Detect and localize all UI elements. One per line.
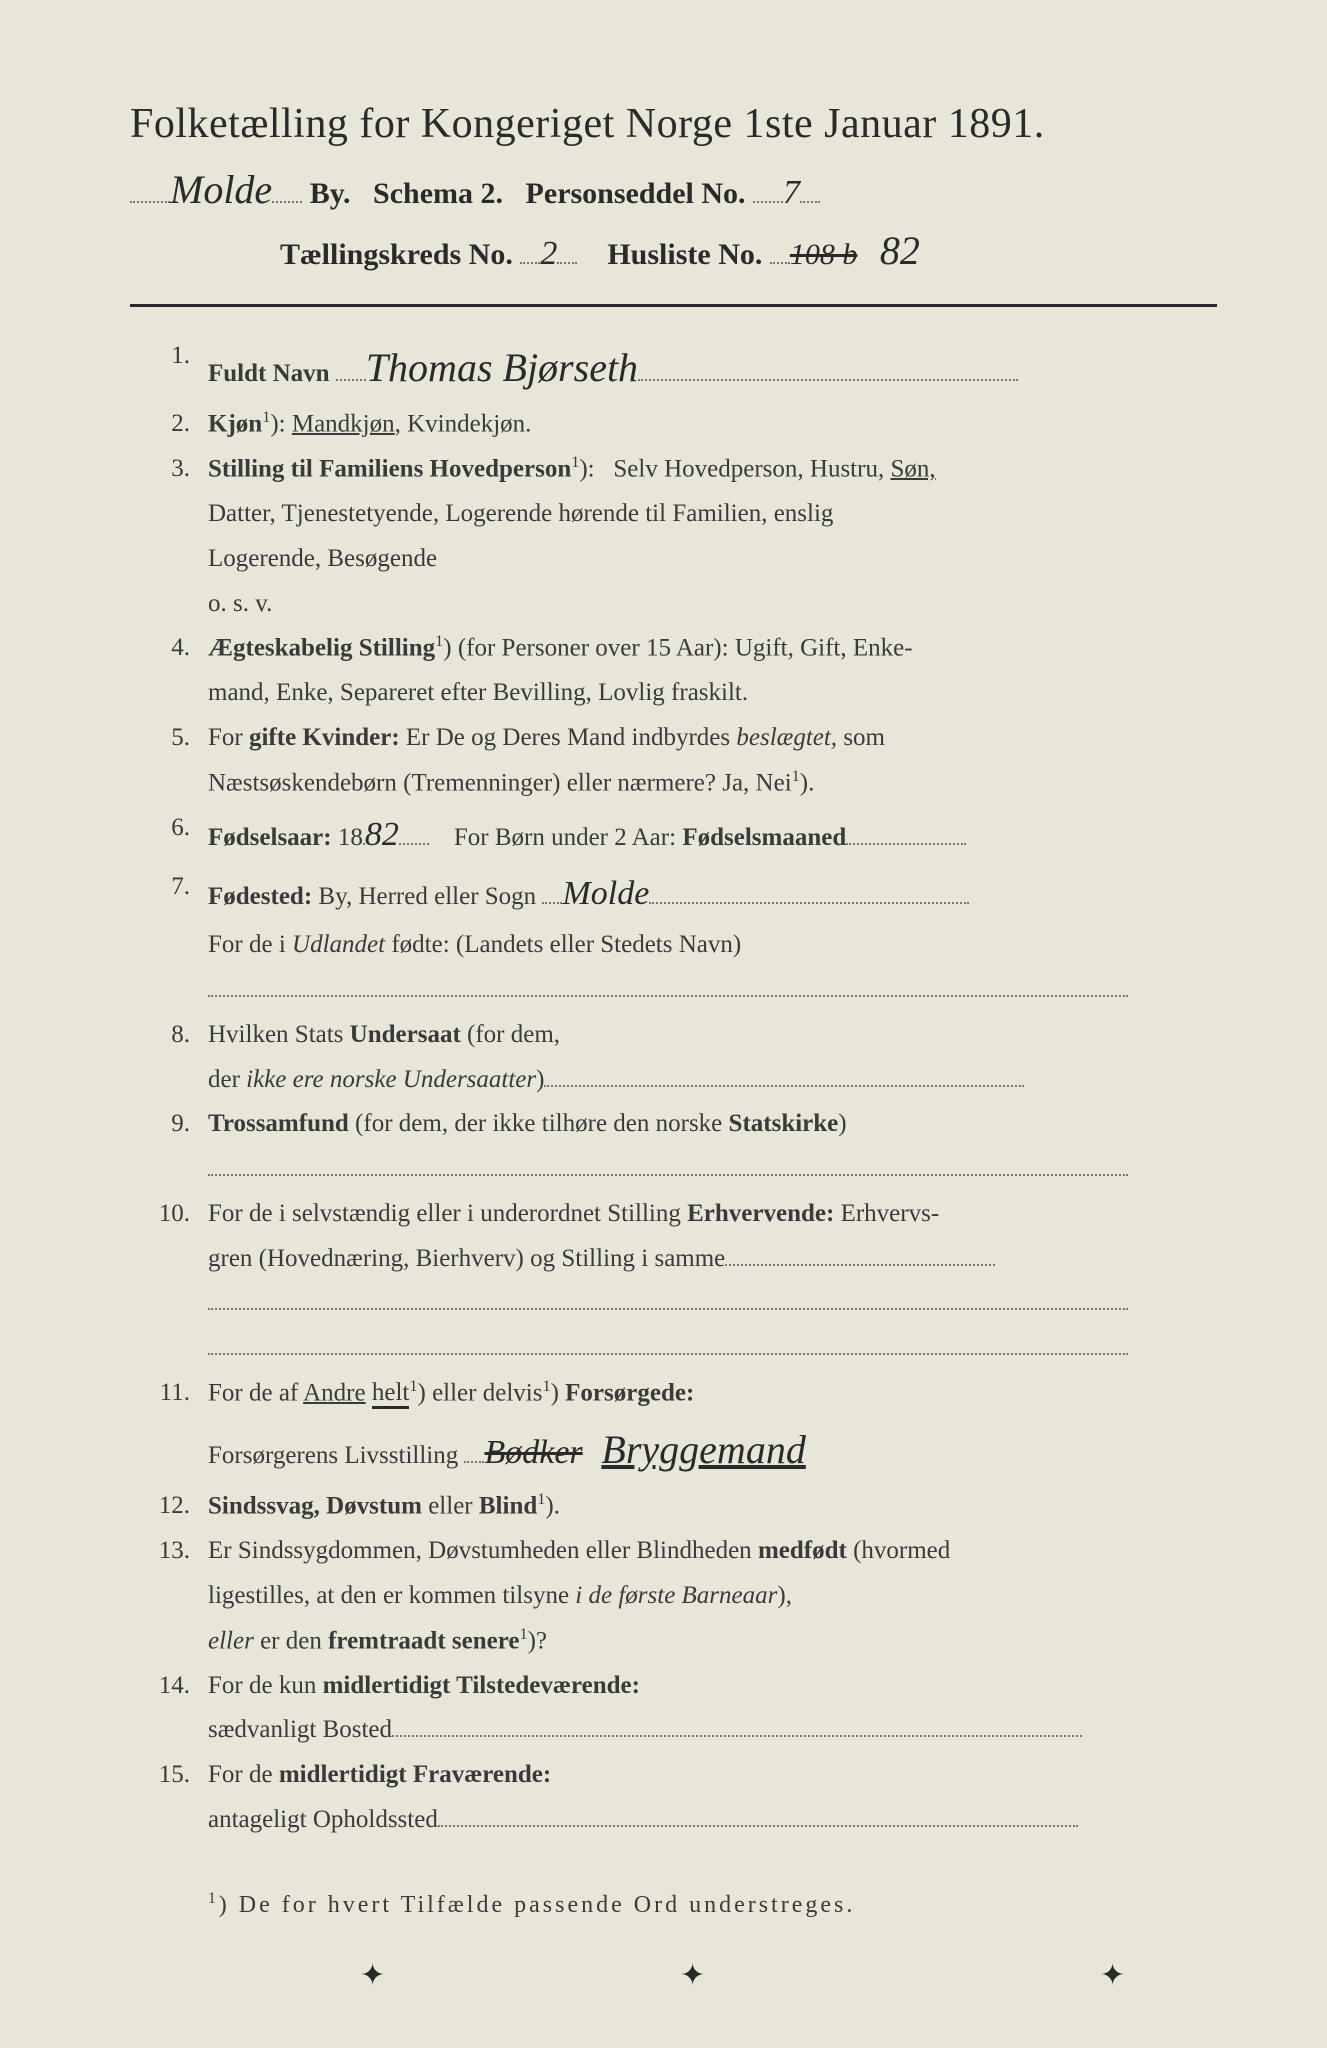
row-2: 2. Kjøn1): Mandkjøn, Kvindekjøn.: [130, 405, 1217, 444]
row-10: 10. For de i selvstændig eller i underor…: [130, 1195, 1217, 1234]
row-4: 4. Ægteskabelig Stilling1) (for Personer…: [130, 629, 1217, 668]
r3-label: Stilling til Familiens Hovedperson: [208, 455, 571, 482]
header-row-2: Tællingskreds No. 2 Husliste No. 108 b 8…: [130, 227, 1217, 274]
row-9: 9. Trossamfund (for dem, der ikke tilhør…: [130, 1105, 1217, 1144]
header-row-1: Molde By. Schema 2. Personseddel No. 7: [130, 166, 1217, 213]
r6-label: Fødselsaar:: [208, 824, 332, 851]
r2-label: Kjøn: [208, 410, 262, 437]
husliste-struck: 108 b: [790, 238, 858, 272]
marker-icon: ✦: [680, 1958, 705, 1993]
r2-mandkjon: Mandkjøn: [292, 410, 395, 437]
r7-label: Fødested:: [208, 883, 312, 910]
row-14: 14. For de kun midlertidigt Tilstedevære…: [130, 1667, 1217, 1706]
schema-label: Schema 2.: [373, 177, 503, 210]
row-8: 8. Hvilken Stats Undersaat (for dem,: [130, 1016, 1217, 1055]
husliste-label: Husliste No.: [607, 238, 762, 271]
row-15: 15. For de midlertidigt Fraværende:: [130, 1756, 1217, 1795]
r11-value: Bryggemand: [601, 1419, 805, 1481]
r1-label: Fuldt Navn: [208, 360, 330, 387]
footnote: 1) De for hvert Tilfælde passende Ord un…: [130, 1890, 1217, 1919]
row-6: 6. Fødselsaar: 1882 For Børn under 2 Aar…: [130, 809, 1217, 862]
by-label: By.: [310, 177, 351, 210]
r3-son: Søn,: [890, 455, 935, 482]
r6-year: 82: [365, 809, 399, 862]
personseddel-value: 7: [783, 174, 800, 212]
row-12: 12. Sindssvag, Døvstum eller Blind1).: [130, 1487, 1217, 1526]
divider: [130, 304, 1217, 307]
r4-label: Ægteskabelig Stilling: [208, 635, 435, 662]
row-11: 11. For de af Andre helt1) eller delvis1…: [130, 1374, 1217, 1413]
r11-struck: Bødker: [484, 1427, 582, 1480]
page-title: Folketælling for Kongeriget Norge 1ste J…: [130, 100, 1217, 148]
marker-icon: ✦: [1100, 1958, 1125, 1993]
taellingskreds-label: Tællingskreds No.: [280, 238, 513, 271]
husliste-value: 82: [880, 227, 920, 274]
row-7: 7. Fødested: By, Herred eller Sogn Molde: [130, 868, 1217, 921]
r9-label: Trossamfund: [208, 1110, 349, 1137]
row-3: 3. Stilling til Familiens Hovedperson1):…: [130, 450, 1217, 489]
r2-kvindekjon: Kvindekjøn.: [407, 410, 531, 437]
row-1: 1. Fuldt Navn Thomas Bjørseth: [130, 337, 1217, 399]
marker-icon: ✦: [360, 1958, 385, 1993]
r7-value: Molde: [562, 868, 649, 921]
r1-value: Thomas Bjørseth: [366, 337, 638, 399]
by-value: Molde: [170, 166, 272, 213]
taellingskreds-value: 2: [540, 235, 557, 273]
personseddel-label: Personseddel No.: [526, 177, 746, 210]
census-form-page: Folketælling for Kongeriget Norge 1ste J…: [0, 0, 1327, 2048]
row-5: 5. For gifte Kvinder: Er De og Deres Man…: [130, 719, 1217, 758]
row-13: 13. Er Sindssygdommen, Døvstumheden elle…: [130, 1532, 1217, 1571]
